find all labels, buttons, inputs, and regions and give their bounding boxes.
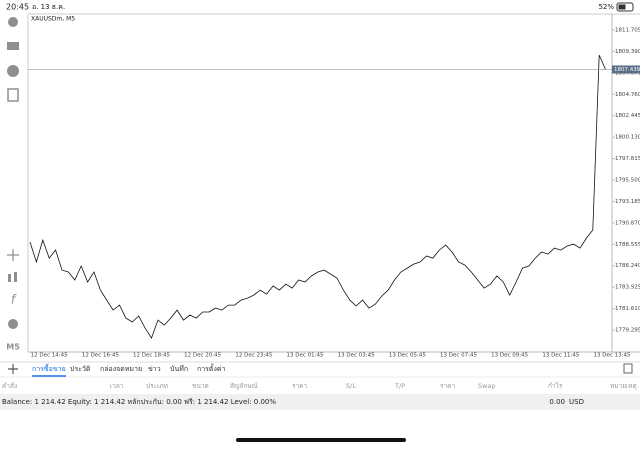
y-tick-label: 1783.925 — [615, 285, 640, 291]
chat-icon[interactable] — [7, 65, 19, 77]
new-order-icon[interactable] — [7, 88, 19, 102]
price-line — [29, 54, 606, 340]
tab[interactable]: การซื้อขาย — [32, 362, 66, 373]
column-header: เวลา — [110, 382, 124, 390]
x-tick-label: 12 Dec 23:45 — [235, 353, 272, 359]
y-tick-label: 1797.815 — [615, 156, 640, 162]
column-header: หมายเหตุ — [610, 382, 637, 390]
y-tick-label: 1800.130 — [615, 135, 640, 141]
status-date: อ. 13 ธ.ค. — [32, 3, 65, 11]
column-header: ราคา — [440, 382, 455, 390]
column-header: Swap — [478, 382, 496, 390]
x-tick-label: 13 Dec 09:45 — [491, 353, 528, 359]
y-tick-label: 1786.240 — [615, 263, 640, 269]
x-tick-label: 13 Dec 11:45 — [542, 353, 579, 359]
column-header: ขนาด — [192, 382, 209, 390]
battery-level: 52% — [598, 3, 614, 11]
crosshair-icon[interactable] — [7, 249, 19, 261]
y-tick-label: 1779.295 — [615, 328, 640, 334]
y-tick-label: 1781.610 — [615, 306, 640, 312]
x-tick-label: 12 Dec 20:45 — [184, 353, 221, 359]
x-tick-label: 13 Dec 13:45 — [594, 353, 631, 359]
timeframe-button[interactable]: M5 — [6, 343, 20, 352]
column-header: ประเภท — [146, 382, 168, 390]
x-tick-label: 12 Dec 18:45 — [133, 353, 170, 359]
currency: USD — [569, 398, 584, 406]
y-tick-label: 1804.760 — [615, 92, 640, 98]
x-tick-label: 13 Dec 03:45 — [338, 353, 375, 359]
column-header: คำสั่ง — [2, 381, 17, 390]
x-tick-label: 13 Dec 05:45 — [389, 353, 426, 359]
current-price-label: 1807.439 — [614, 67, 640, 73]
x-tick-label: 12 Dec 14:45 — [31, 353, 68, 359]
indicator-icon[interactable]: f — [11, 293, 17, 307]
tab[interactable]: บันทึก — [170, 364, 188, 373]
status-time: 20:45 — [6, 3, 29, 12]
tab[interactable]: กล่องจดหมาย — [100, 365, 142, 373]
x-tick-label: 13 Dec 01:45 — [287, 353, 324, 359]
left-toolbar: f M5 — [6, 17, 20, 352]
chart-type-icon-2[interactable] — [14, 272, 17, 282]
chart-type-icon[interactable] — [8, 274, 11, 282]
battery-icon — [616, 2, 634, 12]
home-indicator — [236, 438, 406, 442]
column-header: S/L — [346, 382, 356, 390]
current-price-tag — [612, 65, 640, 74]
x-tick-label: 13 Dec 07:45 — [440, 353, 477, 359]
y-tick-label: 1811.705 — [615, 27, 640, 33]
tab[interactable]: ข่าว — [148, 365, 161, 373]
y-tick-label: 1802.445 — [615, 113, 640, 119]
y-tick-label: 1788.555 — [615, 242, 640, 248]
layout-button[interactable] — [623, 363, 633, 374]
objects-icon[interactable] — [8, 319, 18, 329]
y-tick-label: 1795.500 — [615, 178, 640, 184]
balance-row — [0, 394, 640, 410]
y-tick-label: 1809.390 — [615, 49, 640, 55]
x-tick-label: 12 Dec 16:45 — [82, 353, 119, 359]
column-header: สัญลักษณ์ — [230, 382, 258, 390]
total-profit: 0.00 — [549, 398, 565, 406]
column-header: T/P — [394, 382, 405, 390]
account-icon[interactable] — [8, 17, 18, 27]
y-tick-label: 1790.870 — [615, 220, 640, 226]
symbol-label: XAUUSDm, M5 — [31, 16, 75, 23]
trade-icon[interactable] — [7, 42, 19, 50]
tab[interactable]: การตั้งค่า — [197, 362, 226, 373]
add-button[interactable] — [8, 364, 18, 374]
column-header: กำไร — [548, 382, 563, 390]
column-header: ราคา — [292, 382, 307, 390]
y-tick-label: 1793.185 — [615, 199, 640, 205]
tab[interactable]: ประวัติ — [70, 365, 91, 373]
balance-line: Balance: 1 214.42 Equity: 1 214.42 หลักป… — [2, 398, 276, 406]
battery-fill — [618, 4, 626, 10]
